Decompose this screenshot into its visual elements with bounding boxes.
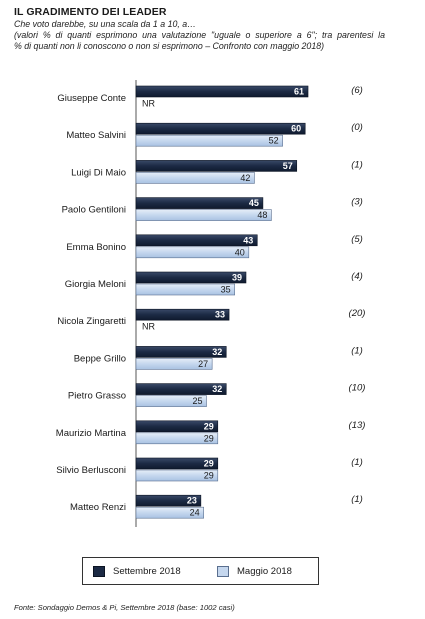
bar-maggio-2018 [135, 134, 283, 147]
unknown-pct-label: (4) [351, 271, 363, 282]
unknown-pct-label: (10) [349, 383, 366, 394]
subtitle-line-2: (valori % di quanti esprimono una valuta… [14, 30, 386, 41]
value-label-maggio-2018: 29 [204, 433, 214, 443]
category-label: Luigi Di Maio [71, 167, 126, 178]
value-label-settembre-2018: 23 [187, 496, 197, 506]
category-label: Nicola Zingaretti [57, 316, 126, 327]
bar-maggio-2018 [135, 246, 250, 259]
legend: Settembre 2018 Maggio 2018 [82, 557, 319, 585]
bar-settembre-2018 [135, 383, 227, 395]
page-title: IL GRADIMENTO DEI LEADER [14, 6, 167, 18]
value-label-settembre-2018: 61 [294, 87, 304, 97]
unknown-pct-label: (3) [351, 197, 363, 208]
value-label-settembre-2018: 57 [283, 161, 293, 171]
unknown-pct-label: (5) [351, 234, 363, 245]
value-label-settembre-2018: 39 [232, 273, 242, 283]
bar-settembre-2018 [135, 122, 306, 135]
bar-maggio-2018 [135, 469, 219, 482]
value-label-maggio-2018: 27 [198, 359, 208, 369]
value-label-maggio-2018: 35 [221, 285, 231, 295]
source-note: Fonte: Sondaggio Demos & Pi, Settembre 2… [14, 603, 235, 612]
subtitle-line-1: Che voto darebbe, su una scala da 1 a 10… [14, 19, 196, 29]
value-label-settembre-2018: 43 [243, 235, 253, 245]
value-label-settembre-2018: 32 [212, 384, 222, 394]
missing-value-label: NR [142, 322, 155, 332]
category-label: Paolo Gentiloni [62, 205, 126, 216]
category-label: Beppe Grillo [74, 353, 126, 364]
category-label: Matteo Salvini [66, 130, 126, 141]
legend-label-may: Maggio 2018 [237, 566, 292, 577]
bar-settembre-2018 [135, 271, 247, 284]
value-label-settembre-2018: 45 [249, 198, 259, 208]
unknown-pct-label: (13) [349, 420, 366, 431]
value-label-maggio-2018: 52 [269, 136, 279, 146]
bar-settembre-2018 [135, 457, 219, 470]
category-label: Maurizio Martina [56, 428, 127, 439]
unknown-pct-label: (0) [351, 122, 363, 133]
legend-swatch-september [93, 566, 105, 577]
bar-maggio-2018 [135, 506, 204, 519]
bar-settembre-2018 [135, 494, 202, 507]
value-label-maggio-2018: 40 [235, 247, 245, 257]
unknown-pct-label: (1) [351, 159, 363, 170]
unknown-pct-label: (1) [351, 345, 363, 356]
bar-settembre-2018 [135, 308, 230, 321]
legend-label-september: Settembre 2018 [113, 566, 181, 577]
value-label-maggio-2018: 25 [192, 396, 202, 406]
bar-maggio-2018 [135, 432, 219, 445]
unknown-pct-label: (1) [351, 457, 363, 468]
bar-maggio-2018 [135, 283, 235, 296]
value-label-settembre-2018: 29 [204, 459, 214, 469]
category-label: Giorgia Meloni [65, 279, 126, 290]
unknown-pct-label: (6) [351, 85, 363, 96]
bar-settembre-2018 [135, 346, 227, 358]
bar-settembre-2018 [135, 197, 264, 209]
category-label: Silvio Berlusconi [56, 465, 126, 476]
bar-settembre-2018 [135, 420, 219, 433]
bar-maggio-2018 [135, 209, 272, 221]
category-label: Matteo Renzi [70, 502, 126, 513]
value-label-settembre-2018: 60 [291, 124, 301, 134]
subtitle-line-3: % di quanti non li conoscono o non si es… [14, 41, 325, 52]
value-label-maggio-2018: 48 [257, 210, 267, 220]
bars-layer: Giuseppe Conte 61 NR (6) Matteo Salvini 60 52 (… [56, 85, 366, 519]
unknown-pct-label: (1) [351, 494, 363, 505]
bar-settembre-2018 [135, 234, 258, 247]
value-label-maggio-2018: 42 [240, 173, 250, 183]
chart-subtitle: Che voto darebbe, su una scala da 1 a 10… [14, 19, 412, 53]
bar-settembre-2018 [135, 85, 309, 98]
category-label: Pietro Grasso [68, 391, 126, 402]
bar-maggio-2018 [135, 358, 213, 370]
legend-swatch-may [217, 566, 229, 577]
value-label-maggio-2018: 29 [204, 471, 214, 481]
value-label-settembre-2018: 32 [212, 347, 222, 357]
bar-maggio-2018 [135, 172, 255, 184]
category-label: Giuseppe Conte [57, 93, 126, 104]
category-label: Emma Bonino [66, 242, 126, 253]
missing-value-label: NR [142, 99, 155, 109]
unknown-pct-label: (20) [349, 308, 366, 319]
value-label-settembre-2018: 33 [215, 310, 225, 320]
bar-maggio-2018 [135, 395, 207, 407]
bar-settembre-2018 [135, 160, 298, 172]
value-label-maggio-2018: 24 [190, 508, 200, 518]
value-label-settembre-2018: 29 [204, 421, 214, 431]
bar-chart: Giuseppe Conte 61 NR (6) Matteo Salvini 60 52 (… [56, 80, 366, 527]
